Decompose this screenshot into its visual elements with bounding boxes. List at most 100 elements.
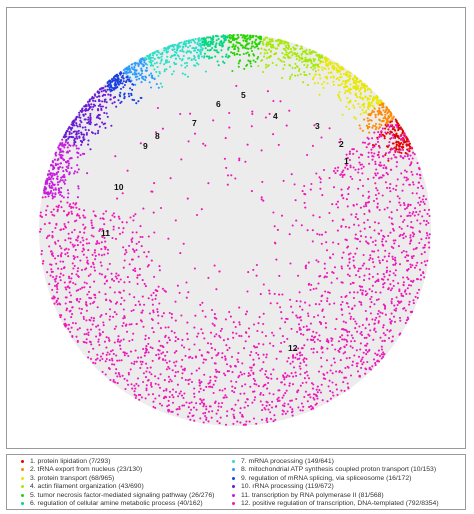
data-point-cluster-12 xyxy=(106,268,109,271)
data-point-cluster-11 xyxy=(49,178,52,181)
data-point-cluster-12 xyxy=(129,368,132,371)
data-point-cluster-10 xyxy=(80,131,83,134)
data-point-cluster-12 xyxy=(322,168,326,172)
data-point-cluster-4 xyxy=(290,50,293,53)
data-point-cluster-12 xyxy=(303,360,306,363)
data-point-cluster-3 xyxy=(324,58,327,61)
data-point-cluster-12 xyxy=(168,380,171,383)
data-point-cluster-12 xyxy=(326,271,329,275)
data-point-cluster-12 xyxy=(296,358,299,361)
data-point-cluster-12 xyxy=(102,321,105,324)
data-point-cluster-12 xyxy=(342,251,345,254)
data-point-cluster-12 xyxy=(150,259,153,262)
data-point-cluster-12 xyxy=(392,284,395,288)
data-point-cluster-11 xyxy=(50,190,53,193)
data-point-cluster-12 xyxy=(260,149,263,152)
data-point-cluster-6 xyxy=(226,36,229,39)
data-point-cluster-12 xyxy=(328,291,331,294)
data-point-cluster-7 xyxy=(199,43,202,46)
data-point-cluster-12 xyxy=(253,390,256,393)
data-point-cluster-6 xyxy=(202,43,205,46)
data-point-cluster-7 xyxy=(155,53,159,57)
data-point-cluster-12 xyxy=(139,235,142,239)
data-point-cluster-1 xyxy=(405,143,408,146)
data-point-cluster-12 xyxy=(394,188,397,191)
plot-disk xyxy=(39,34,431,426)
data-point-cluster-12 xyxy=(372,338,375,341)
data-point-cluster-12 xyxy=(85,341,88,344)
data-point-cluster-9 xyxy=(131,88,134,91)
data-point-cluster-12 xyxy=(55,284,58,287)
data-point-cluster-10 xyxy=(82,133,86,136)
data-point-cluster-1 xyxy=(398,151,401,154)
data-point-cluster-4 xyxy=(265,43,268,46)
data-point-cluster-12 xyxy=(247,374,250,378)
data-point-cluster-12 xyxy=(398,290,401,293)
data-point-cluster-12 xyxy=(306,153,309,157)
data-point-cluster-12 xyxy=(313,398,316,401)
data-point-cluster-10 xyxy=(73,130,76,133)
data-point-cluster-4 xyxy=(283,42,286,45)
data-point-cluster-12 xyxy=(156,308,159,311)
data-point-cluster-3 xyxy=(311,78,315,81)
legend-dot-icon xyxy=(232,460,235,463)
data-point-cluster-12 xyxy=(407,254,410,257)
data-point-cluster-11 xyxy=(77,147,80,150)
data-point-cluster-12 xyxy=(45,236,48,240)
data-point-cluster-11 xyxy=(51,186,54,189)
data-point-cluster-10 xyxy=(94,123,97,126)
data-point-cluster-12 xyxy=(142,347,145,351)
data-point-cluster-3 xyxy=(322,80,326,84)
data-point-cluster-12 xyxy=(182,242,185,245)
data-point-cluster-12 xyxy=(161,127,164,130)
data-point-cluster-12 xyxy=(369,254,372,257)
data-point-cluster-12 xyxy=(333,302,336,305)
data-point-cluster-7 xyxy=(151,56,155,59)
data-point-cluster-4 xyxy=(275,64,278,67)
data-point-cluster-12 xyxy=(201,354,204,357)
data-point-cluster-12 xyxy=(345,163,348,166)
data-point-cluster-6 xyxy=(206,55,209,58)
data-point-cluster-12 xyxy=(283,405,286,408)
data-point-cluster-12 xyxy=(121,192,124,195)
data-point-cluster-12 xyxy=(125,251,128,254)
data-point-cluster-12 xyxy=(359,342,362,345)
data-point-cluster-12 xyxy=(206,351,209,354)
data-point-cluster-12 xyxy=(205,408,208,411)
data-point-cluster-2 xyxy=(376,110,379,113)
data-point-cluster-12 xyxy=(269,417,273,420)
data-point-cluster-12 xyxy=(416,186,420,189)
data-point-cluster-12 xyxy=(314,335,317,338)
data-point-cluster-12 xyxy=(115,368,118,371)
data-point-cluster-12 xyxy=(390,217,393,220)
data-point-cluster-12 xyxy=(178,405,181,408)
data-point-cluster-12 xyxy=(265,356,268,359)
data-point-cluster-12 xyxy=(309,338,312,341)
data-point-cluster-7 xyxy=(151,59,154,63)
data-point-cluster-12 xyxy=(390,157,393,160)
data-point-cluster-2 xyxy=(374,116,377,119)
data-point-cluster-2 xyxy=(371,109,374,112)
data-point-cluster-12 xyxy=(348,226,351,229)
data-point-cluster-12 xyxy=(170,330,173,333)
data-point-cluster-2 xyxy=(368,119,371,122)
data-point-cluster-10 xyxy=(85,131,88,135)
data-point-cluster-12 xyxy=(109,219,112,222)
data-point-cluster-4 xyxy=(315,54,318,57)
data-point-cluster-12 xyxy=(91,301,95,305)
data-point-cluster-12 xyxy=(103,236,106,239)
data-point-cluster-12 xyxy=(76,213,79,216)
data-point-cluster-12 xyxy=(101,235,104,238)
data-point-cluster-12 xyxy=(410,239,413,242)
data-point-cluster-12 xyxy=(344,225,347,228)
data-point-cluster-4 xyxy=(308,58,311,61)
data-point-cluster-12 xyxy=(283,376,286,379)
data-point-cluster-12 xyxy=(399,135,402,138)
data-point-cluster-12 xyxy=(131,387,134,390)
data-point-cluster-10 xyxy=(96,95,99,99)
data-point-cluster-12 xyxy=(85,338,88,341)
data-point-cluster-12 xyxy=(158,340,161,343)
data-point-cluster-12 xyxy=(177,395,180,398)
data-point-cluster-10 xyxy=(89,119,92,122)
data-point-cluster-7 xyxy=(194,59,197,62)
